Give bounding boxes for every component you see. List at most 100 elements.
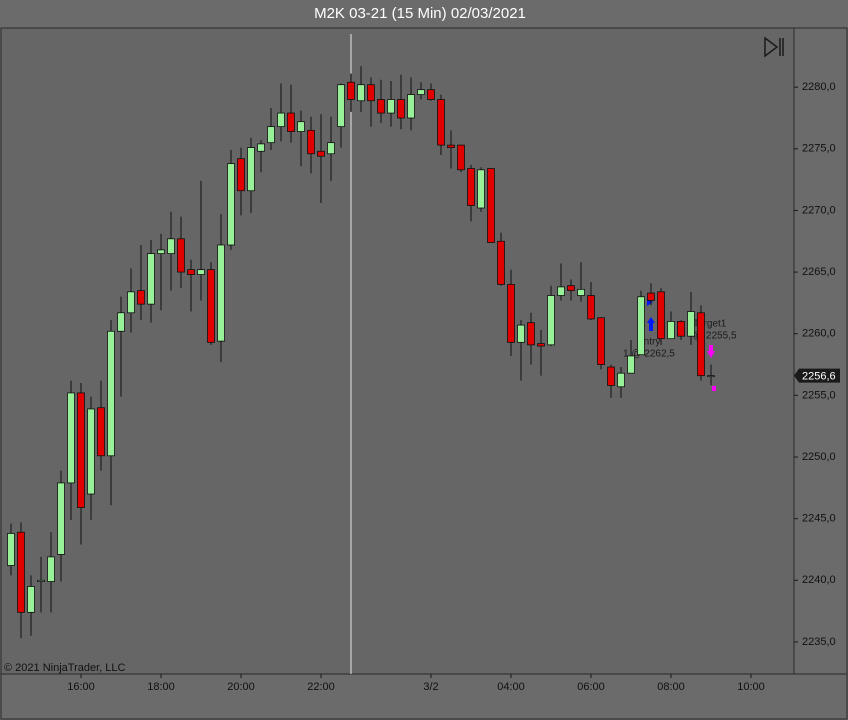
candle-body — [247, 147, 255, 192]
candle-body — [47, 556, 55, 582]
candle-body — [557, 286, 565, 296]
candle-body — [187, 269, 195, 275]
candle-body — [537, 343, 545, 347]
candle-body — [287, 112, 295, 132]
x-tick-label: 20:00 — [227, 681, 255, 693]
candle-body — [687, 311, 695, 337]
candle-body — [137, 290, 145, 305]
candle-body — [27, 586, 35, 613]
candle-body — [427, 89, 435, 100]
y-tick-label: 2260,0 — [802, 328, 836, 340]
candle-body — [307, 129, 315, 155]
entry-arrow — [647, 317, 655, 331]
candle-body — [347, 81, 355, 100]
candle-body — [467, 168, 475, 206]
candle-body — [567, 285, 575, 291]
candle-body — [447, 144, 455, 148]
x-tick-label: 08:00 — [657, 681, 685, 693]
candle-body — [207, 269, 215, 343]
candle-body — [357, 84, 365, 102]
y-tick-label: 2270,0 — [802, 204, 836, 216]
candle-body — [657, 291, 665, 340]
candle-body — [7, 533, 15, 566]
candle-body — [177, 238, 185, 273]
candle-body — [327, 142, 335, 155]
candle-body — [277, 112, 285, 128]
candle-body — [337, 84, 345, 128]
y-tick-label: 2265,0 — [802, 266, 836, 278]
y-tick-label: 2240,0 — [802, 574, 836, 586]
candle-body — [477, 169, 485, 209]
candle-body — [57, 482, 65, 555]
candle-body — [217, 244, 225, 342]
candle-body — [517, 324, 525, 343]
candle-body — [367, 84, 375, 102]
candle-body — [67, 392, 75, 484]
candle-body — [267, 126, 275, 144]
y-tick-label: 2280,0 — [802, 81, 836, 93]
candle-body — [647, 292, 655, 301]
target-label: Target1 — [693, 319, 727, 330]
y-tick-label: 2255,0 — [802, 389, 836, 401]
x-tick-label: 06:00 — [577, 681, 605, 693]
candle-body — [127, 291, 135, 314]
x-tick-label: 3/2 — [423, 681, 438, 693]
candle-body — [527, 322, 535, 346]
candle-body — [17, 531, 25, 613]
candle-body — [377, 99, 385, 114]
target-detail: @ 2255,5 — [693, 331, 737, 342]
entry-detail: 1 @ 2262,5 — [623, 349, 675, 360]
candle-body — [147, 253, 155, 305]
y-tick-label: 2275,0 — [802, 143, 836, 155]
candle-body — [237, 158, 245, 192]
play-icon[interactable] — [764, 36, 779, 58]
candle-body — [37, 579, 45, 582]
candle-body — [627, 355, 635, 374]
x-tick-label: 22:00 — [307, 681, 335, 693]
candle-body — [587, 295, 595, 320]
candle-body — [597, 317, 605, 365]
candle-body — [297, 121, 305, 132]
candle-body — [497, 240, 505, 285]
candle-body — [507, 284, 515, 343]
candle-body — [707, 375, 715, 378]
candle-body — [487, 168, 495, 243]
candle-body — [457, 144, 465, 171]
candle-body — [117, 312, 125, 332]
scroll-end-button[interactable] — [764, 36, 784, 58]
candle-body — [227, 163, 235, 246]
current-price-box — [794, 368, 840, 383]
x-tick-label: 16:00 — [67, 681, 95, 693]
plot-area — [0, 27, 795, 675]
current-price-label: 2256,6 — [802, 371, 836, 383]
candle-body — [317, 150, 325, 157]
candle-body — [87, 408, 95, 495]
y-tick-label: 2235,0 — [802, 636, 836, 648]
candle-body — [397, 99, 405, 119]
y-tick-label: 2245,0 — [802, 513, 836, 525]
chart-title: M2K 03-21 (15 Min) 02/03/2021 — [314, 5, 526, 22]
time-axis — [0, 673, 848, 720]
candle-body — [577, 288, 585, 296]
y-tick-label: 2250,0 — [802, 451, 836, 463]
candle-body — [667, 321, 675, 340]
candle-body — [637, 296, 645, 356]
candle-body — [387, 99, 395, 114]
candle-body — [167, 238, 175, 255]
candle-body — [617, 372, 625, 388]
candle-body — [107, 330, 115, 457]
copyright: © 2021 NinjaTrader, LLC — [4, 662, 125, 674]
candle-body — [407, 94, 415, 119]
candle-body — [157, 249, 165, 255]
target-arrow — [707, 345, 715, 358]
candle-body — [77, 392, 85, 508]
candle-body — [607, 366, 615, 386]
candle-body — [697, 312, 705, 377]
x-tick-label: 10:00 — [737, 681, 765, 693]
entry-label: Entry — [637, 337, 660, 348]
candle-body — [197, 269, 205, 275]
x-tick-label: 04:00 — [497, 681, 525, 693]
candle-body — [547, 295, 555, 346]
